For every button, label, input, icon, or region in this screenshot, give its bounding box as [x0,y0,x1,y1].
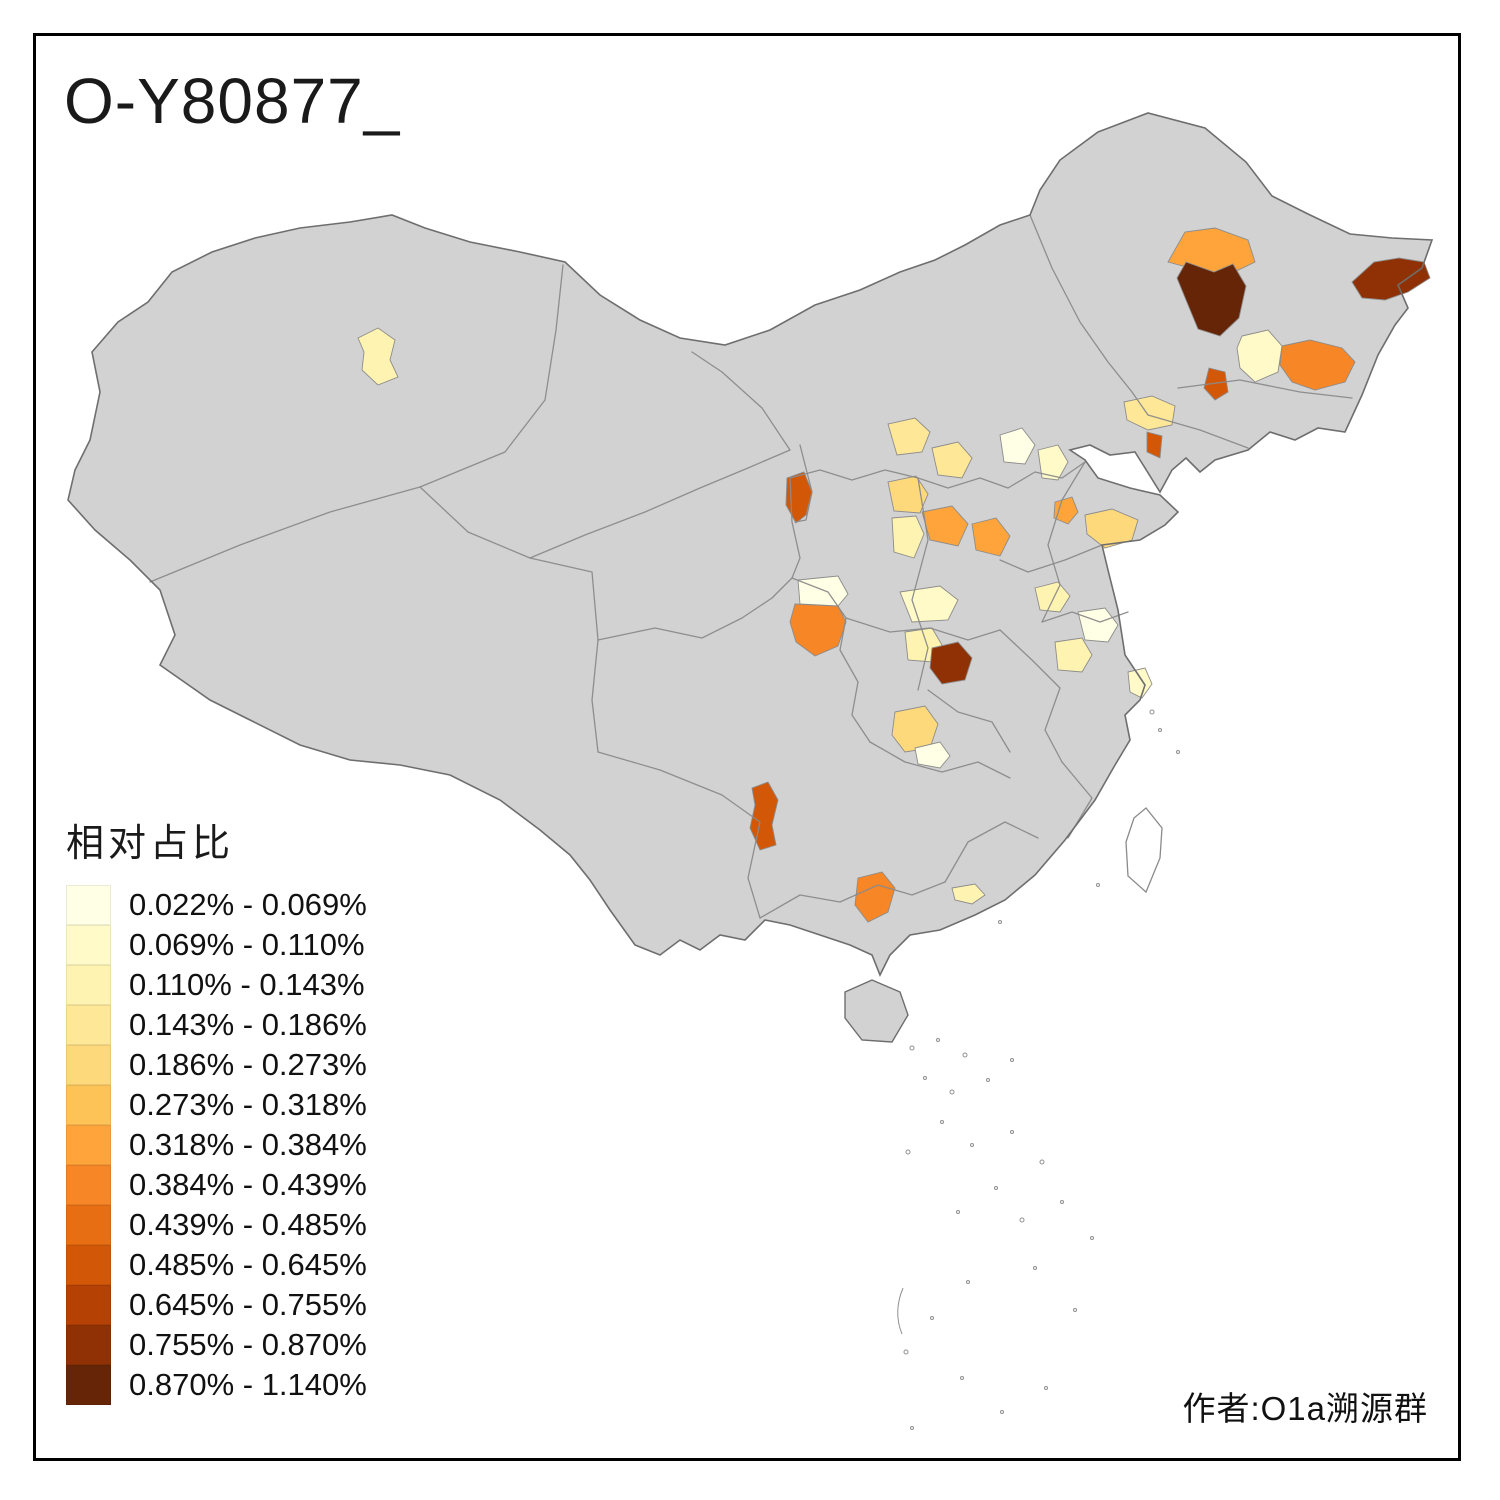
map-region-ningxia-dark-orange [785,471,813,524]
legend-label: 0.110% - 0.143% [129,967,365,1002]
legend-item: 0.870% - 1.140% [66,1365,367,1405]
legend-item: 0.273% - 0.318% [66,1085,367,1125]
legend-swatch [66,1165,111,1205]
legend-label: 0.485% - 0.645% [129,1247,367,1282]
south-china-sea-islands [897,709,1180,1430]
province-borders [149,214,1353,919]
legend-item: 0.755% - 0.870% [66,1325,367,1365]
map-region-northeast-far-east-brown [1351,257,1431,301]
legend-label: 0.870% - 1.140% [129,1367,367,1402]
legend-title: 相对占比 [66,823,235,865]
map-region-coast-east-cream [1127,667,1153,699]
legend-label: 0.069% - 0.110% [129,927,365,962]
legend-swatch [66,1285,111,1325]
legend-label: 0.143% - 0.186% [129,1007,367,1042]
mainland-outline [67,112,1434,977]
map-region-shaanxi-central-cream [899,585,959,623]
map-region-chongqing-west-cream [914,741,951,769]
legend-swatch [66,1245,111,1285]
legend-swatch [66,1325,111,1365]
map-region-central-dark-brown [929,641,973,685]
map-region-inner-mongolia-west-pale-yellow [887,417,931,456]
legend-swatch [66,1085,111,1125]
legend-label: 0.022% - 0.069% [129,887,367,922]
map-region-northeast-west-dark-brown [1176,261,1247,337]
legend: 相对占比 0.022% - 0.069% 0.069% - 0.110% 0.110… [66,812,367,1405]
legend-item: 0.318% - 0.384% [66,1125,367,1165]
map-region-northeast-central-cream [1236,329,1283,383]
map-region-shandong-west-orange [1053,496,1079,525]
legend-item: 0.186% - 0.273% [66,1045,367,1085]
legend-label: 0.755% - 0.870% [129,1327,367,1362]
map-region-inner-mongolia-mid-pale-yellow [931,441,973,479]
legend-label: 0.645% - 0.755% [129,1287,367,1322]
legend-label: 0.439% - 0.485% [129,1207,367,1242]
legend-item: 0.645% - 0.755% [66,1285,367,1325]
map-region-gansu-south-cream [797,575,849,607]
legend-swatch [66,1365,111,1405]
legend-label: 0.318% - 0.384% [129,1127,367,1162]
map-region-xinjiang-central-pale-yellow [357,327,399,386]
legend-items: 0.022% - 0.069% 0.069% - 0.110% 0.110% - 0… [66,885,367,1405]
legend-swatch [66,1045,111,1085]
map-region-guangdong-west-pale-yellow [951,883,986,905]
map-region-henan-east-pale-yellow [1054,637,1093,673]
map-region-hebei-south-pale-yellow [1034,581,1071,613]
map-region-shanxi-central-orange [921,505,969,547]
taiwan-island [1125,807,1163,894]
legend-item: 0.022% - 0.069% [66,885,367,925]
legend-swatch [66,1125,111,1165]
figure-border [33,33,1461,1461]
map-region-beijing-area-cream [999,427,1036,465]
legend-swatch [66,965,111,1005]
map-region-shaanxi-north-pale-yellow [891,515,925,559]
legend-item: 0.143% - 0.186% [66,1005,367,1045]
map-region-henan-central-cream [1077,607,1119,643]
map-region-guangxi-south-orange [854,871,896,923]
map-title: O-Y80877_ [64,65,401,137]
legend-swatch [66,1005,111,1045]
map-region-liaoning-west-pale-yellow [1123,395,1176,431]
legend-item: 0.110% - 0.143% [66,965,367,1005]
legend-label: 0.273% - 0.318% [129,1087,367,1122]
attribution: 作者:O1a溯源群 [1182,1390,1428,1427]
legend-label: 0.384% - 0.439% [129,1167,367,1202]
hainan-island [844,979,909,1043]
map-region-liaoning-south-red-orange [1146,431,1163,459]
map-region-jilin-east-orange [1279,339,1356,391]
legend-label: 0.186% - 0.273% [129,1047,367,1082]
map-region-shandong-central-yellow [1084,508,1139,549]
legend-item: 0.069% - 0.110% [66,925,367,965]
colored-regions [357,227,1431,923]
legend-swatch [66,1205,111,1245]
mainland-china [68,113,1432,975]
legend-swatch [66,885,111,925]
legend-item: 0.384% - 0.439% [66,1165,367,1205]
legend-swatch [66,925,111,965]
legend-item: 0.485% - 0.645% [66,1245,367,1285]
legend-item: 0.439% - 0.485% [66,1205,367,1245]
map-region-shanxi-east-orange [971,517,1011,557]
